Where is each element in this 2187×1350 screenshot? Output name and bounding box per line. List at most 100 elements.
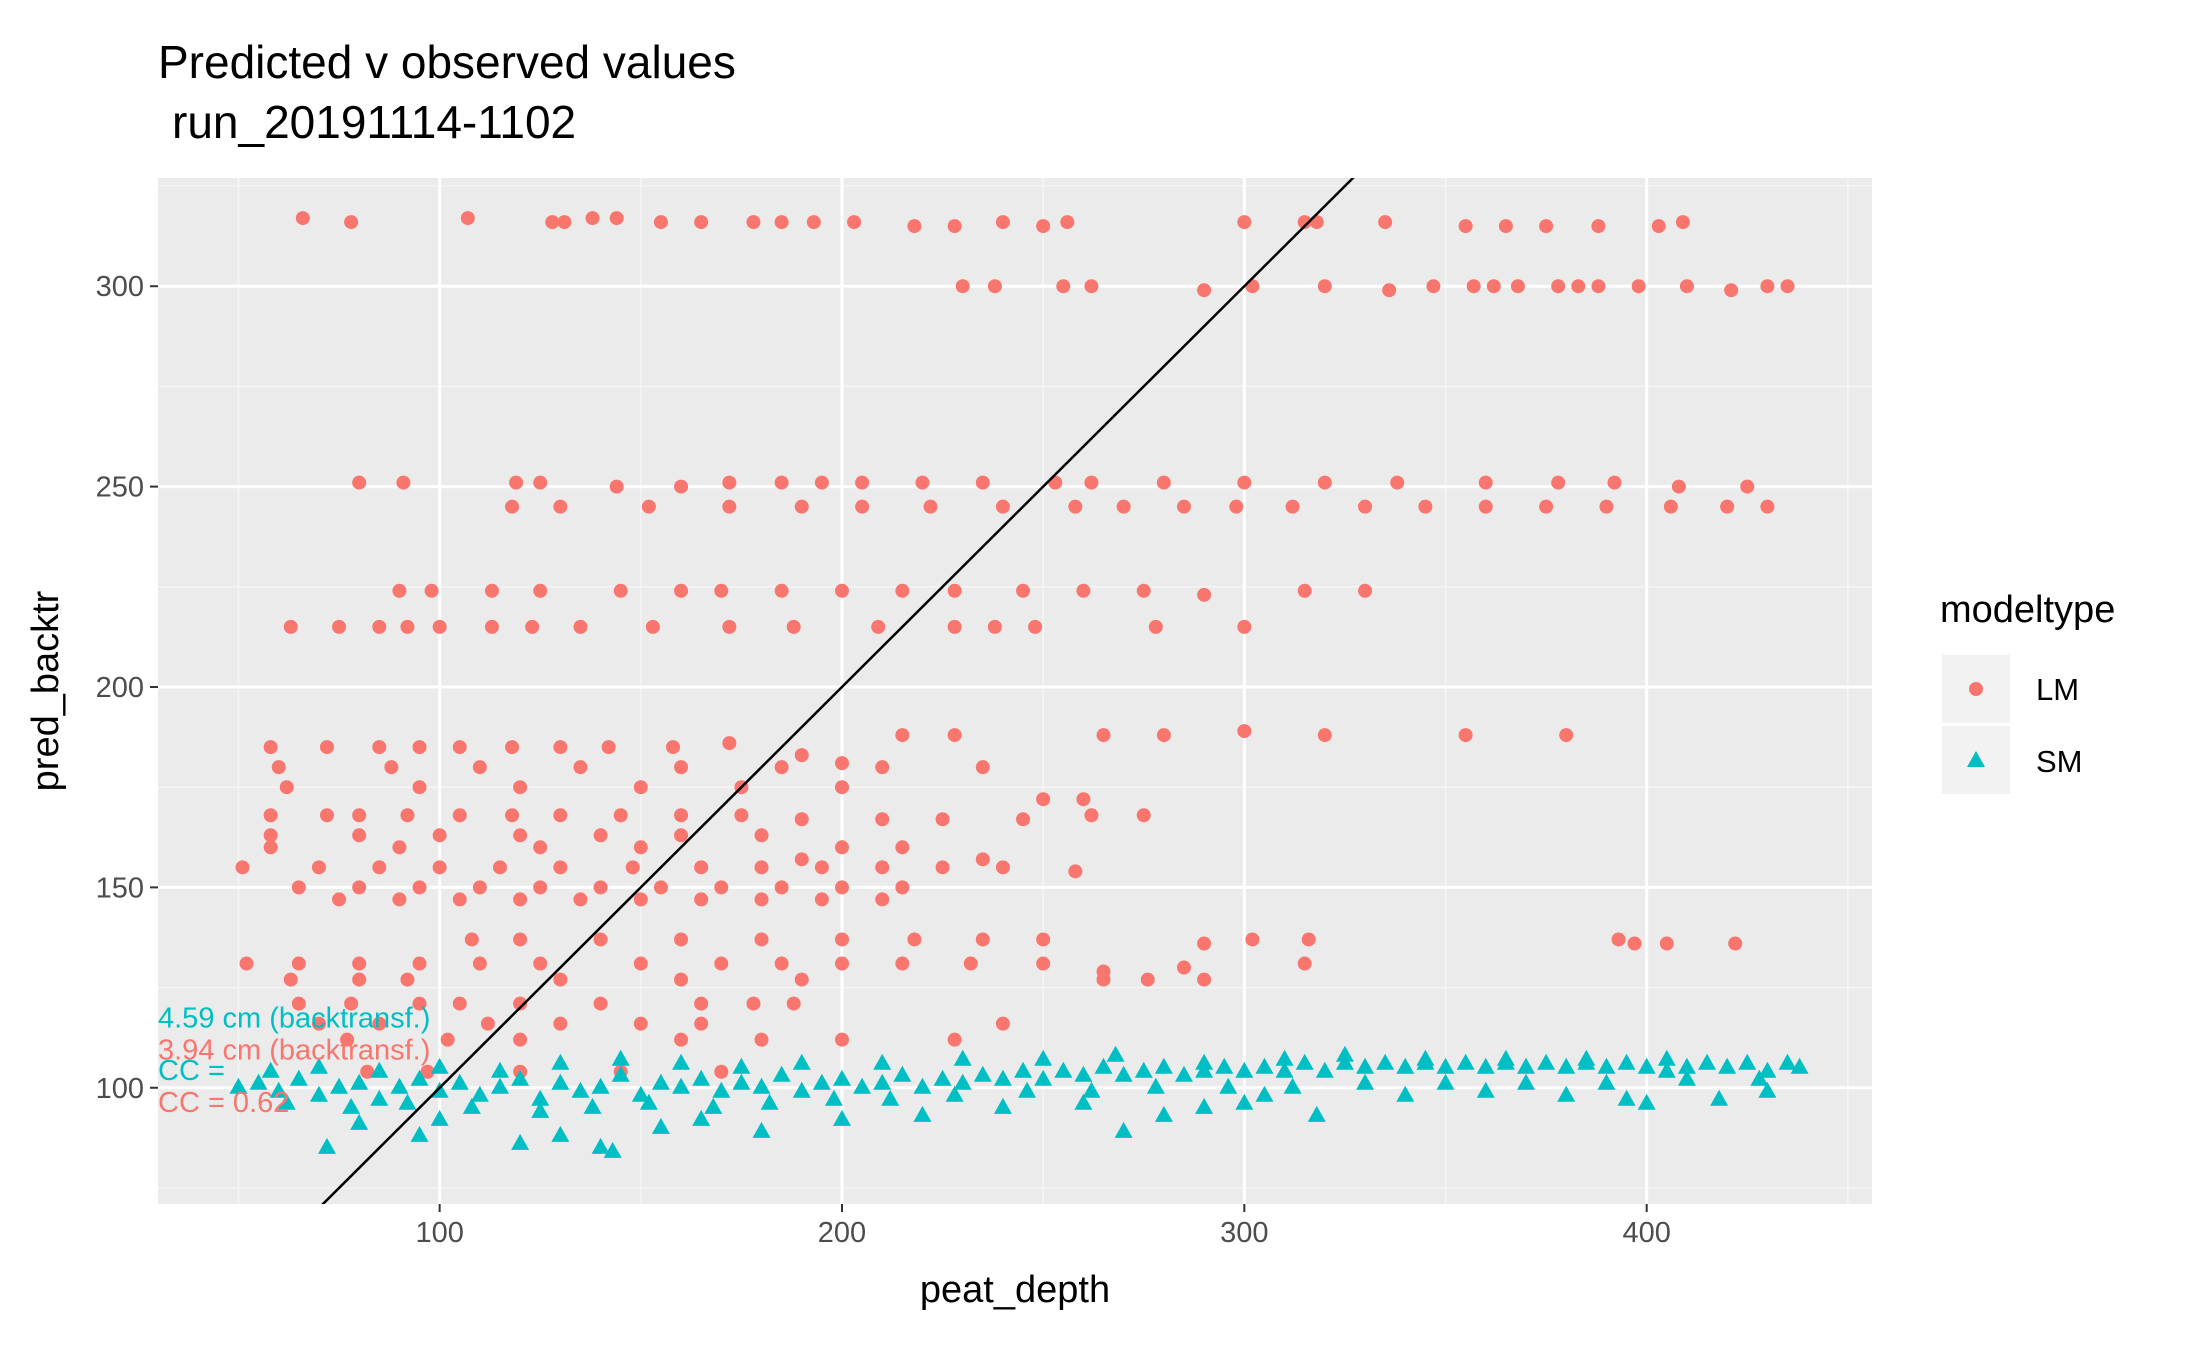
- lm-point: [975, 475, 990, 490]
- sm-point: [1134, 1061, 1153, 1078]
- lm-point: [734, 808, 749, 823]
- sm-point: [490, 1077, 509, 1094]
- sm-point: [1476, 1081, 1495, 1098]
- lm-point: [533, 475, 548, 490]
- lm-point: [1096, 972, 1111, 987]
- legend-sm-marker: [1967, 751, 1985, 767]
- lm-point: [794, 748, 809, 763]
- sm-point: [792, 1053, 811, 1070]
- lm-point: [352, 972, 367, 987]
- lm-point: [1036, 219, 1051, 234]
- lm-point: [513, 932, 528, 947]
- lm-point: [505, 740, 520, 755]
- lm-point: [674, 583, 689, 598]
- lm-point: [694, 215, 709, 230]
- sm-point: [1416, 1049, 1435, 1066]
- lm-point: [935, 812, 950, 827]
- lm-point: [1176, 499, 1191, 514]
- lm-point: [472, 956, 487, 971]
- lm-point: [847, 215, 862, 230]
- lm-point: [875, 892, 890, 907]
- sm-point: [1275, 1049, 1294, 1066]
- lm-point: [400, 972, 415, 987]
- lm-point: [392, 892, 407, 907]
- sm-point: [490, 1061, 509, 1078]
- lm-point: [533, 840, 548, 855]
- lm-point: [432, 828, 447, 843]
- sm-point: [249, 1073, 268, 1090]
- sm-point: [893, 1065, 912, 1082]
- lm-point: [834, 756, 849, 771]
- sm-point: [1516, 1073, 1535, 1090]
- sm-point: [1074, 1065, 1093, 1082]
- legend-label-lm: LM: [2036, 672, 2079, 707]
- lm-point: [1728, 936, 1743, 951]
- lm-point: [814, 860, 829, 875]
- lm-point: [1651, 219, 1666, 234]
- sm-point: [531, 1089, 550, 1106]
- lm-point: [609, 479, 624, 494]
- lm-point: [774, 475, 789, 490]
- legend-label-sm: SM: [2036, 744, 2083, 779]
- lm-point: [1599, 499, 1614, 514]
- lm-point: [344, 996, 359, 1011]
- sm-point: [1356, 1073, 1375, 1090]
- lm-point: [412, 996, 427, 1011]
- lm-point: [1136, 808, 1151, 823]
- lm-point: [975, 852, 990, 867]
- lm-point: [291, 880, 306, 895]
- x-tick-label: 100: [415, 1217, 463, 1249]
- lm-point: [352, 956, 367, 971]
- lm-point: [460, 211, 475, 226]
- lm-point: [263, 808, 278, 823]
- sm-point: [1074, 1093, 1093, 1110]
- sm-point: [1082, 1081, 1101, 1098]
- lm-point: [714, 583, 729, 598]
- sm-point: [269, 1081, 288, 1098]
- lm-point: [263, 828, 278, 843]
- sm-point: [551, 1125, 570, 1142]
- sm-point: [1657, 1061, 1676, 1078]
- lm-point: [352, 828, 367, 843]
- sm-point: [1335, 1045, 1354, 1062]
- lm-point: [995, 860, 1010, 875]
- lm-point: [1245, 932, 1260, 947]
- sm-point: [631, 1085, 650, 1102]
- lm-point: [746, 215, 761, 230]
- lm-point: [412, 780, 427, 795]
- lm-point: [295, 211, 310, 226]
- lm-point: [1760, 499, 1775, 514]
- lm-point: [1197, 587, 1212, 602]
- lm-point: [1076, 792, 1091, 807]
- lm-point: [694, 892, 709, 907]
- sm-point: [1677, 1057, 1696, 1074]
- lm-point: [1627, 936, 1642, 951]
- lm-point: [1426, 279, 1441, 294]
- lm-point: [1611, 932, 1626, 947]
- lm-point: [1036, 956, 1051, 971]
- lm-point: [834, 932, 849, 947]
- lm-point: [1016, 583, 1031, 598]
- lm-point: [746, 996, 761, 1011]
- sm-point: [1154, 1057, 1173, 1074]
- sm-point: [1617, 1053, 1636, 1070]
- sm-point: [832, 1069, 851, 1086]
- lm-point: [774, 956, 789, 971]
- lm-point: [1140, 972, 1155, 987]
- lm-point: [420, 1064, 435, 1079]
- lm-point: [239, 956, 254, 971]
- lm-point: [1056, 279, 1071, 294]
- lm-point: [1197, 283, 1212, 298]
- sm-point: [1054, 1061, 1073, 1078]
- sm-point: [289, 1069, 308, 1086]
- lm-point: [1076, 583, 1091, 598]
- lm-point: [263, 840, 278, 855]
- sm-point: [1034, 1049, 1053, 1066]
- x-tick-label: 300: [1220, 1217, 1268, 1249]
- sm-point: [1577, 1049, 1596, 1066]
- sm-point: [1283, 1077, 1302, 1094]
- sm-point: [1215, 1057, 1234, 1074]
- sm-point: [277, 1093, 296, 1110]
- sm-point: [531, 1101, 550, 1118]
- sm-point: [1637, 1057, 1656, 1074]
